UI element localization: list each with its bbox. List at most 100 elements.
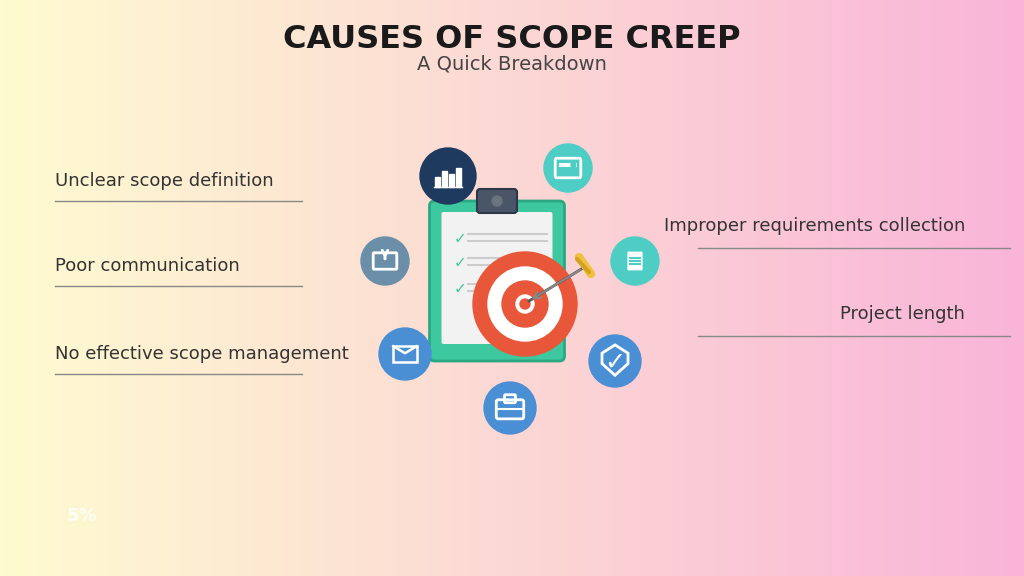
Bar [276, 0, 281, 576]
Bar [181, 0, 185, 576]
Bar [560, 0, 564, 576]
Bar [218, 0, 223, 576]
Bar [840, 0, 844, 576]
Circle shape [589, 335, 641, 387]
Bar [1004, 0, 1008, 576]
Bar [239, 0, 244, 576]
Text: Improper requirements collection: Improper requirements collection [664, 217, 965, 235]
Bar [673, 0, 677, 576]
Text: Poor communication: Poor communication [55, 257, 240, 275]
Bar [645, 0, 649, 576]
Bar [878, 0, 882, 576]
Bar [225, 0, 229, 576]
Bar [617, 0, 623, 576]
Bar [758, 0, 762, 576]
Bar [79, 0, 83, 576]
Bar [256, 0, 260, 576]
Bar [321, 0, 326, 576]
Bar [376, 0, 380, 576]
Bar [92, 0, 96, 576]
Bar [873, 0, 879, 576]
Bar [447, 0, 452, 576]
Bar [351, 0, 356, 576]
Bar [891, 0, 895, 576]
Bar [581, 0, 585, 576]
Bar [983, 0, 987, 576]
Bar [284, 0, 288, 576]
Bar [594, 0, 598, 576]
Bar [775, 0, 779, 576]
Bar [973, 0, 977, 576]
Bar [990, 0, 994, 576]
Bar [638, 0, 643, 576]
Bar [263, 0, 267, 576]
Bar [970, 0, 974, 576]
FancyBboxPatch shape [628, 252, 643, 270]
FancyBboxPatch shape [441, 212, 553, 344]
Bar [154, 0, 158, 576]
Bar [456, 168, 461, 187]
Bar [335, 0, 339, 576]
Bar [69, 0, 73, 576]
Bar [679, 0, 684, 576]
Bar [966, 0, 971, 576]
Bar [939, 0, 943, 576]
Bar [799, 0, 803, 576]
Bar [116, 0, 121, 576]
Bar [407, 0, 411, 576]
Bar [867, 0, 871, 576]
Bar [113, 0, 117, 576]
Bar [737, 0, 741, 576]
Bar [635, 0, 639, 576]
Bar [499, 0, 503, 576]
Bar [788, 0, 793, 576]
Bar [676, 0, 680, 576]
Bar [696, 0, 700, 576]
Bar [710, 0, 715, 576]
Bar [584, 0, 588, 576]
Bar [522, 0, 526, 576]
Bar [577, 0, 582, 576]
Bar [464, 0, 469, 576]
Bar [707, 0, 711, 576]
Bar [744, 0, 749, 576]
Bar [894, 0, 899, 576]
Bar [796, 0, 800, 576]
Text: No effective scope management: No effective scope management [55, 345, 349, 363]
Bar [348, 0, 352, 576]
Bar [509, 0, 513, 576]
Bar [993, 0, 997, 576]
Bar [1011, 0, 1015, 576]
Bar [174, 0, 178, 576]
Text: Project length: Project length [840, 305, 965, 323]
Bar [443, 0, 449, 576]
Bar [184, 0, 188, 576]
Bar [3, 0, 8, 576]
Bar [20, 0, 25, 576]
Circle shape [473, 252, 577, 356]
Bar [536, 0, 541, 576]
Bar [358, 0, 362, 576]
Bar [120, 0, 124, 576]
Bar [986, 0, 991, 576]
Bar [253, 0, 257, 576]
Bar [215, 0, 219, 576]
Bar [996, 0, 1001, 576]
Bar [532, 0, 537, 576]
Bar [495, 0, 500, 576]
Bar [161, 0, 165, 576]
Bar [573, 0, 578, 576]
Bar [632, 0, 636, 576]
Bar [195, 0, 199, 576]
Bar [519, 0, 523, 576]
Bar [781, 0, 786, 576]
Bar [816, 0, 820, 576]
Bar [143, 0, 147, 576]
Bar [110, 0, 114, 576]
Bar [942, 0, 946, 576]
Bar [44, 0, 49, 576]
Circle shape [488, 267, 562, 341]
Bar [433, 0, 438, 576]
Bar [0, 0, 4, 576]
Bar [826, 0, 830, 576]
